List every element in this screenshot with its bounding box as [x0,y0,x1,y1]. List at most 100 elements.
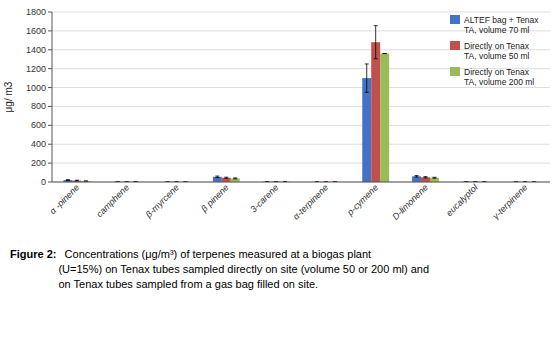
series [81,54,538,182]
series [72,26,529,182]
error-bar [66,179,70,181]
error-cap [215,176,219,177]
caption-text: Concentrations (μg/m³) of terpenes measu… [58,248,429,290]
legend-label: Directly on TenaxTA, volume 50 ml [464,41,530,61]
tick-label: γ-terpinene [491,182,530,221]
legend-label: Directly on TenaxTA, volume 200 ml [464,67,534,87]
tick-label: p-cymene [344,182,380,218]
caption-line: (U=15%) on Tenax tubes sampled directly … [58,263,429,275]
error-cap [215,177,219,178]
error-cap [84,181,88,182]
bar [421,177,430,182]
caption-line: Concentrations (μg/m³) of terpenes measu… [58,248,371,260]
error-cap [75,180,79,181]
y-axis: 020040060080010001200140016001800 [26,7,550,187]
legend-swatch [450,67,460,76]
error-cap [224,178,228,179]
legend-line: TA, volume 70 ml [464,25,530,35]
error-cap [66,180,70,181]
error-line [366,64,367,92]
tick-label: 1000 [26,83,46,93]
bar [371,42,380,182]
caption-bold: Figure 2: [10,248,56,260]
tick-label: 0 [41,177,46,187]
error-cap [365,92,369,93]
error-cap [75,180,79,181]
tick-label: 3-carene [248,182,280,214]
error-bar [415,176,419,178]
bar [362,78,371,182]
grid-line [52,106,550,107]
tick [48,12,52,13]
tick [48,125,52,126]
error-bar [233,177,237,179]
bar [380,54,389,182]
y-axis-line [52,12,53,182]
tick [48,30,52,31]
tick-label: 800 [31,101,46,111]
error-cap [84,181,88,182]
error-bar [374,26,378,59]
tick [48,163,52,164]
error-cap [383,53,387,54]
tick-label: β pinene [198,182,230,214]
error-cap [233,177,237,178]
grid-line [52,125,550,126]
error-bar [432,177,436,179]
error-cap [432,177,436,178]
legend: ALTEF bag + TenaxTA, volume 70 ml Directl… [450,15,539,87]
tick-label: 1800 [26,7,46,17]
tick-label: α-terpinene [291,182,330,221]
tick-label: 600 [31,120,46,130]
legend-label: ALTEF bag + TenaxTA, volume 70 ml [464,15,539,35]
caption-line: on Tenax tubes sampled from a gas bag fi… [58,278,318,290]
grid-line [52,12,550,13]
tick-label: D-limonene [390,182,430,222]
legend-line: Directly on Tenax [464,41,530,51]
bar [222,178,231,182]
bar [430,178,439,182]
tick-label: α -pinene [48,182,82,216]
tick [48,68,52,69]
legend-line: ALTEF bag + Tenax [464,15,539,25]
grid-line [52,182,550,183]
error-cap [374,58,378,59]
bar [412,176,421,182]
legend-line: TA, volume 200 ml [464,77,534,87]
tick [48,49,52,50]
tick [48,144,52,145]
tick-label: 1400 [26,45,46,55]
tick-label: β-myrcene [143,182,181,220]
bar [231,178,240,182]
tick-label: eucalyptol [444,182,480,218]
legend-swatch [450,41,460,50]
error-cap [383,53,387,54]
x-axis-line [52,182,550,183]
error-bar [84,181,88,182]
tick [48,182,52,183]
tick [48,106,52,107]
tick-label: 200 [31,158,46,168]
error-bar [365,64,369,92]
error-cap [432,178,436,179]
error-cap [66,179,70,180]
error-cap [415,177,419,178]
x-axis: α -pinene camphene β-myrcene β pinene 3-care… [48,182,530,222]
error-bar [224,177,228,178]
error-line [375,26,376,59]
error-cap [374,25,378,26]
error-cap [233,178,237,179]
tick-label: 400 [31,139,46,149]
error-cap [365,63,369,64]
error-cap [415,175,419,176]
grid-line [52,163,550,164]
series [63,64,520,182]
tick [48,87,52,88]
error-cap [424,176,428,177]
caption: Figure 2: Concentrations (μg/m³) of terp… [10,248,429,290]
bar [213,177,222,182]
error-bar [75,180,79,182]
tick-label: camphene [94,182,131,219]
legend-line: Directly on Tenax [464,67,530,77]
bars [63,26,538,182]
